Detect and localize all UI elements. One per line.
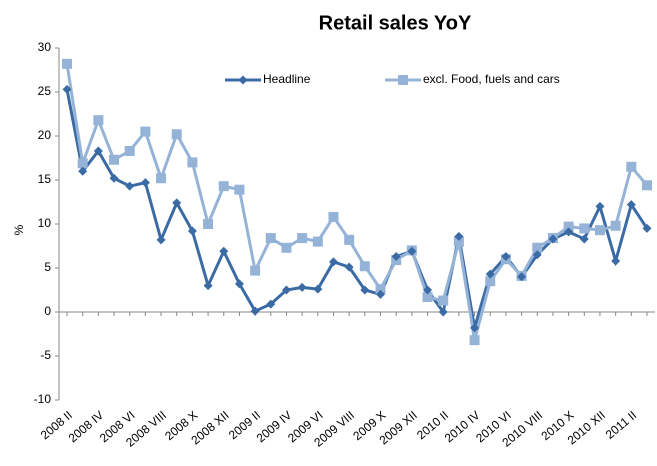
marker	[171, 129, 182, 140]
marker	[93, 146, 103, 156]
marker	[281, 285, 291, 295]
marker	[250, 265, 261, 276]
marker	[313, 284, 323, 294]
series-line	[65, 63, 649, 341]
marker	[234, 279, 244, 289]
y-tick-label: 30	[38, 40, 52, 54]
marker	[203, 219, 214, 229]
y-tick-label: 25	[38, 84, 52, 98]
marker	[109, 173, 119, 183]
marker	[485, 269, 495, 279]
marker	[140, 178, 150, 188]
marker	[469, 335, 480, 346]
marker	[156, 173, 167, 184]
y-tick-label: 5	[44, 260, 51, 274]
marker	[312, 236, 323, 247]
marker	[140, 126, 151, 137]
marker	[78, 166, 88, 176]
marker	[266, 299, 276, 309]
marker	[642, 180, 652, 191]
y-tick-label: -10	[34, 392, 52, 406]
marker	[595, 201, 605, 211]
marker	[532, 250, 542, 260]
marker	[344, 234, 355, 245]
y-tick-label: 0	[44, 304, 51, 318]
series-line	[65, 89, 649, 329]
marker	[218, 181, 229, 192]
marker	[250, 306, 260, 316]
marker	[359, 261, 370, 272]
marker	[438, 307, 448, 317]
marker	[579, 223, 590, 234]
marker	[501, 252, 511, 262]
y-tick-label: 20	[38, 128, 52, 142]
marker	[203, 281, 213, 291]
marker	[626, 200, 636, 210]
marker	[532, 242, 543, 253]
legend-label: Headline	[263, 72, 311, 86]
marker	[376, 289, 386, 299]
marker	[360, 285, 370, 295]
marker	[93, 115, 104, 126]
marker	[564, 227, 574, 237]
marker	[610, 220, 621, 231]
marker	[328, 257, 338, 267]
marker	[172, 198, 182, 208]
marker	[422, 292, 433, 303]
marker	[454, 231, 464, 241]
marker	[219, 246, 229, 256]
marker	[579, 234, 589, 244]
x-tick-label: 2011 II	[603, 408, 639, 442]
marker	[563, 221, 574, 232]
marker	[238, 75, 248, 85]
marker	[398, 75, 408, 85]
marker	[594, 225, 605, 236]
marker	[517, 272, 527, 282]
marker	[438, 295, 449, 306]
marker	[187, 157, 198, 168]
marker	[391, 252, 401, 262]
marker	[611, 256, 621, 266]
marker	[375, 284, 386, 295]
marker	[109, 154, 120, 165]
marker	[234, 184, 245, 195]
y-tick-label: 10	[38, 216, 52, 230]
marker	[344, 262, 354, 272]
marker	[297, 233, 308, 244]
marker	[124, 145, 135, 156]
marker	[77, 158, 88, 169]
marker	[265, 233, 276, 244]
marker	[548, 234, 558, 244]
marker	[485, 276, 496, 287]
chart-title: Retail sales YoY	[319, 12, 472, 34]
marker	[328, 211, 339, 222]
y-tick-label: 15	[38, 172, 52, 186]
marker	[407, 246, 417, 256]
marker	[187, 226, 197, 236]
marker	[62, 58, 72, 69]
marker	[423, 285, 433, 295]
marker	[470, 323, 480, 333]
marker	[125, 181, 135, 191]
marker	[453, 236, 464, 247]
marker	[156, 235, 166, 245]
marker	[626, 161, 637, 172]
marker	[642, 223, 652, 233]
legend-label: excl. Food, fuels and cars	[423, 72, 560, 86]
marker	[281, 242, 292, 253]
marker	[62, 84, 72, 94]
y-axis-label: %	[12, 224, 26, 235]
y-tick-label: -5	[40, 348, 51, 362]
marker	[297, 282, 307, 292]
